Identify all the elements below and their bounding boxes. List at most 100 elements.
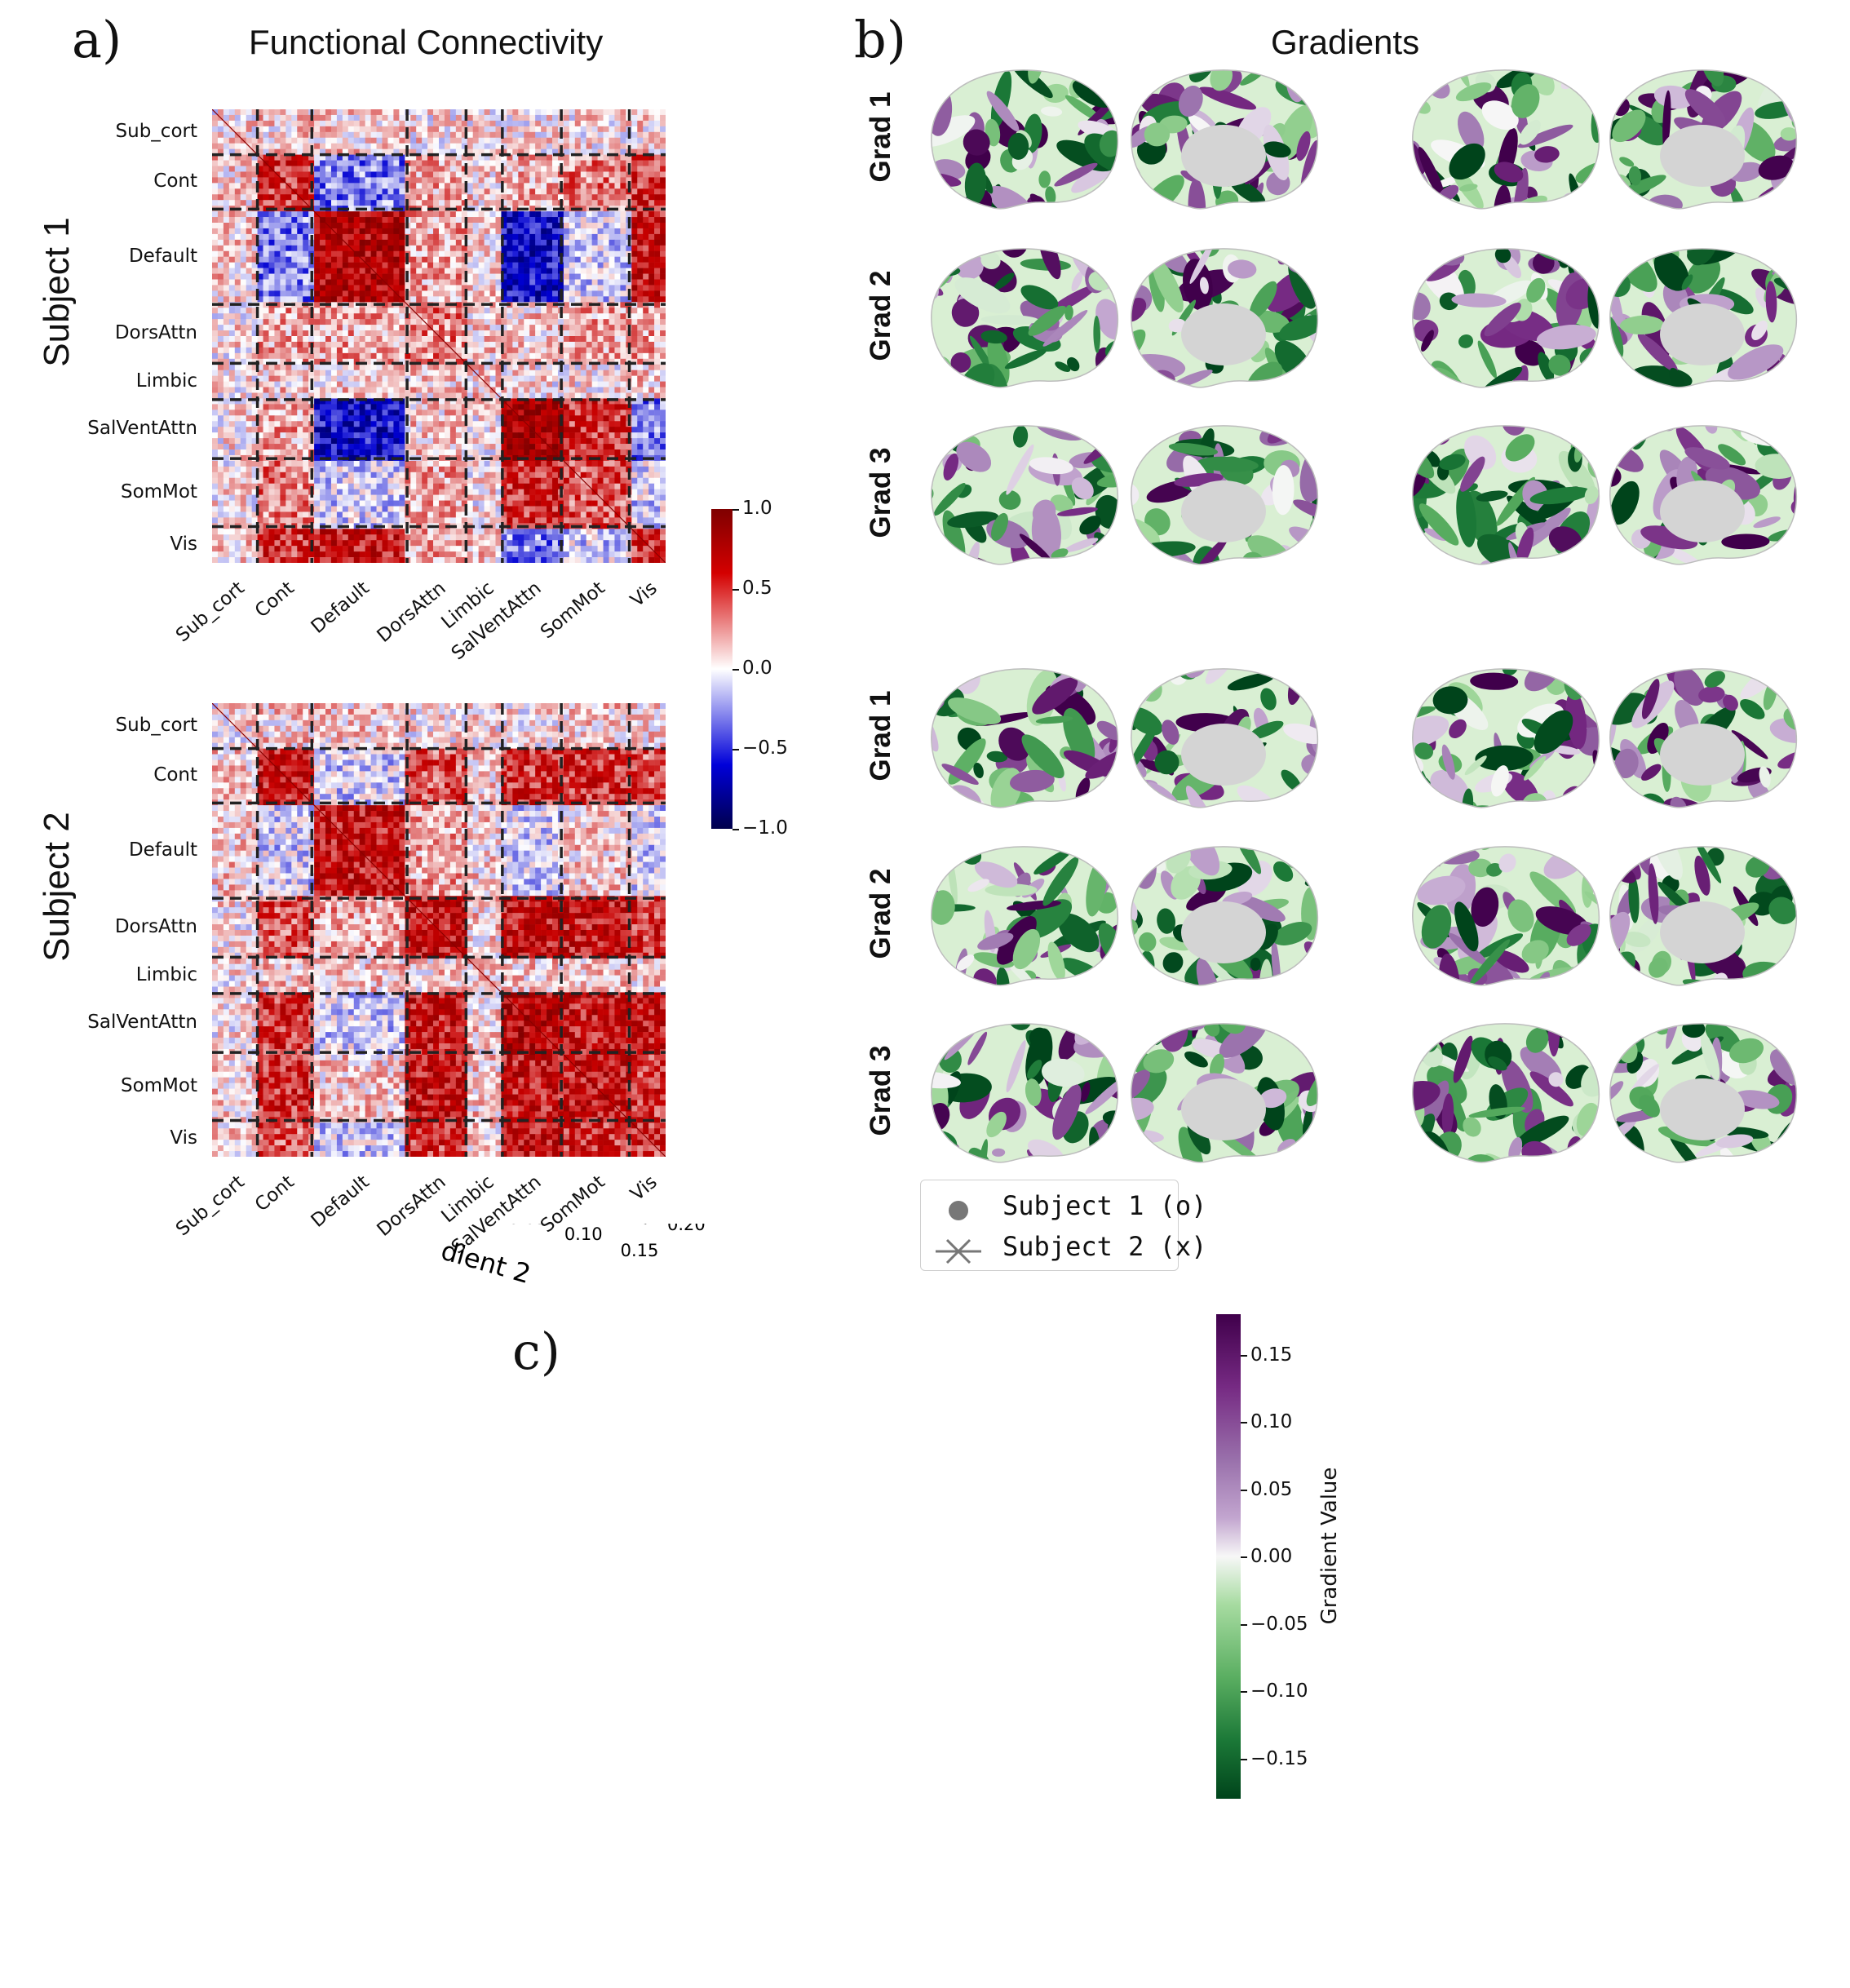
fc-cell <box>563 268 570 274</box>
fc-cell <box>472 171 479 178</box>
fc-cell <box>291 336 298 343</box>
fc-cell <box>297 171 303 178</box>
fc-cell <box>591 319 598 325</box>
fc-cell <box>223 364 230 370</box>
fc-cell <box>370 200 377 206</box>
fc-cell <box>325 177 332 184</box>
fc-cell <box>433 114 440 122</box>
fc-cell <box>325 194 332 201</box>
fc-cell <box>563 143 570 149</box>
fc-cell <box>597 352 604 360</box>
fc-cell <box>569 143 576 149</box>
fc-cell <box>257 352 263 360</box>
fc-cell <box>557 410 564 416</box>
fc-cell <box>495 228 502 235</box>
fc-cell <box>314 421 321 427</box>
fc-cell <box>449 211 457 218</box>
fc-cell <box>455 392 462 399</box>
fc-cell <box>291 427 298 433</box>
fc-cell <box>422 154 428 161</box>
fc-cell <box>370 404 377 410</box>
fc-cell <box>240 421 246 427</box>
fc-cell <box>557 392 564 399</box>
fc-cell <box>433 370 440 376</box>
fc-cell <box>297 262 303 268</box>
fc-cell <box>410 398 417 405</box>
fc-cell <box>495 341 502 348</box>
fc-cell <box>569 211 576 218</box>
fc-cell <box>547 166 553 172</box>
fc-cell <box>455 421 462 427</box>
fc-cell <box>461 325 468 331</box>
fc-cell <box>643 438 649 445</box>
fc-cell <box>234 233 241 241</box>
fc-cell <box>569 131 576 139</box>
fc-cell <box>529 392 536 399</box>
fc-cell <box>325 171 332 178</box>
fc-cell <box>472 449 479 456</box>
fc-cell <box>501 364 507 370</box>
fc-cell <box>342 427 349 433</box>
fc-cell <box>234 387 241 393</box>
fc-cell <box>563 200 570 206</box>
fc-cell <box>614 154 621 161</box>
fc-cell <box>626 137 632 144</box>
fc-cell <box>347 319 355 325</box>
fc-cell <box>274 404 281 410</box>
fc-cell <box>399 308 405 314</box>
fc-cell <box>507 171 513 178</box>
fc-cell <box>314 217 321 224</box>
fc-cell <box>586 404 592 410</box>
fc-cell <box>382 427 388 433</box>
fc-cell <box>285 262 292 268</box>
fc-cell <box>228 410 236 416</box>
fc-cell <box>274 427 281 433</box>
fc-cell <box>422 347 428 354</box>
fc-cell <box>552 211 559 218</box>
fc-cell <box>461 370 468 376</box>
fc-cell <box>223 427 230 433</box>
fc-cell <box>223 370 230 376</box>
fc-cell <box>552 268 559 274</box>
fc-cell <box>591 421 598 427</box>
fc-cell <box>297 114 303 122</box>
fc-cell <box>660 211 666 218</box>
fc-cell <box>512 109 519 116</box>
fc-cell <box>246 460 252 467</box>
fc-cell <box>416 319 423 325</box>
fc-cell <box>399 341 405 348</box>
fc-cell <box>637 256 644 263</box>
fc-cell <box>541 370 547 376</box>
fc-cell <box>552 114 559 122</box>
fc-cell <box>467 387 473 393</box>
fc-cell <box>285 438 292 445</box>
fc-cell <box>297 454 303 462</box>
fc-cell <box>347 262 355 268</box>
fc-cell <box>410 137 417 144</box>
fc-cell <box>518 325 524 331</box>
fc-cell <box>614 421 621 427</box>
fc-cell <box>336 449 343 456</box>
fc-cell <box>597 325 604 331</box>
fc-cell <box>330 206 338 212</box>
fc-cell <box>347 444 355 450</box>
fc-cell <box>330 177 338 184</box>
fc-cell <box>552 370 559 376</box>
fc-cell <box>439 256 445 263</box>
fc-cell <box>484 245 490 252</box>
fc-cell <box>541 166 547 172</box>
fc-cell <box>433 233 440 241</box>
fc-cell <box>347 387 355 393</box>
fc-cell <box>376 194 383 201</box>
fc-cell <box>574 381 582 387</box>
fc-cell <box>512 126 519 133</box>
fc-cell <box>336 438 343 445</box>
fc-cell <box>507 415 513 422</box>
fc-cell <box>529 177 536 184</box>
fc-cell <box>569 273 576 280</box>
fc-cell <box>212 290 219 297</box>
fc-cell <box>405 194 411 201</box>
fc-cell <box>422 285 428 291</box>
fc-cell <box>280 126 286 133</box>
fc-cell <box>217 233 224 241</box>
